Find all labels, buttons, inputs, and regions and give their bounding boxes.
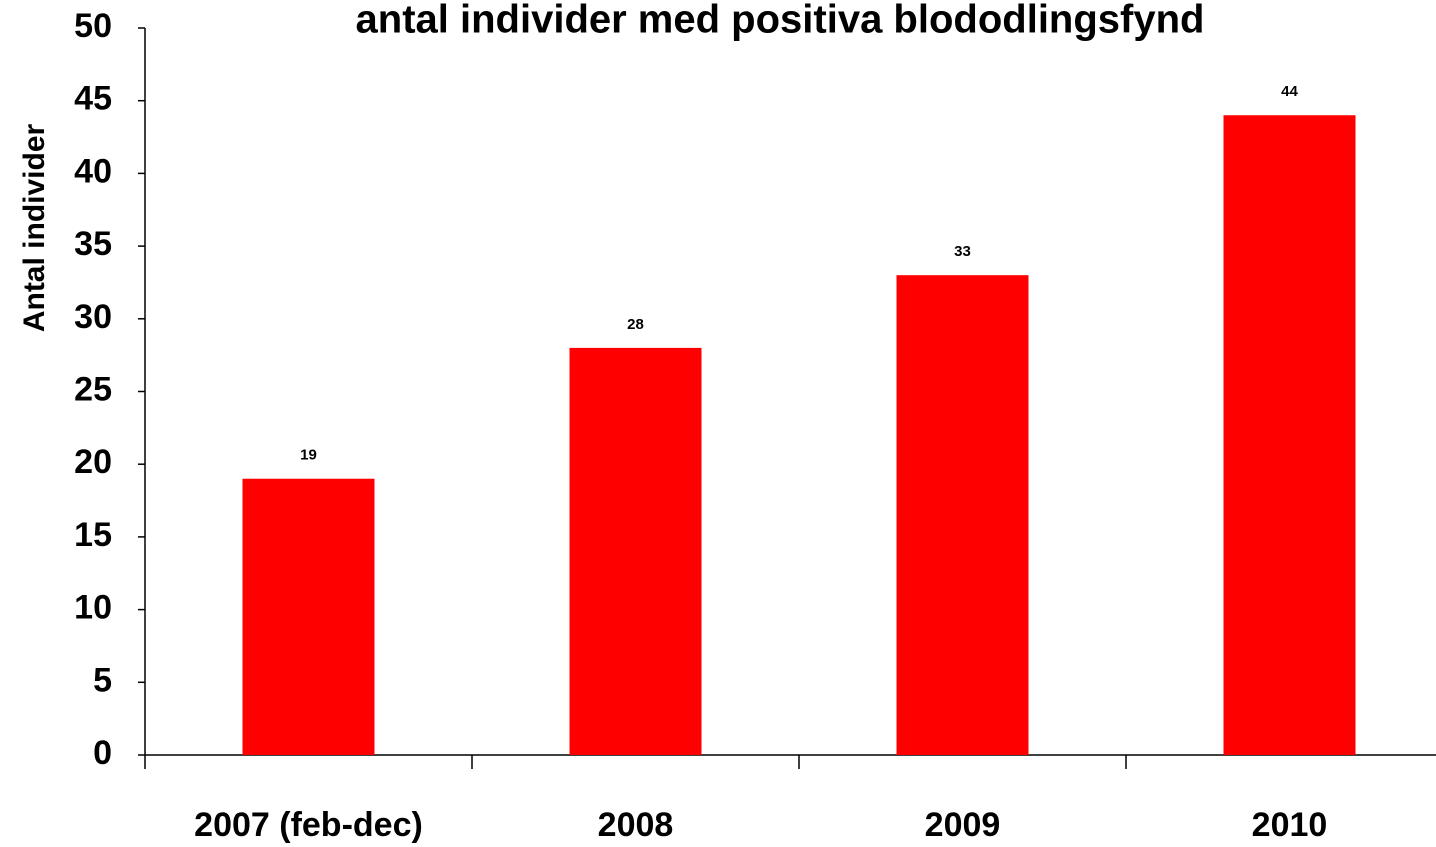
bar: [242, 478, 375, 755]
y-tick-label: 15: [74, 516, 112, 554]
y-tick-label: 50: [74, 7, 112, 45]
x-tick-label: 2008: [598, 806, 674, 844]
y-axis-label: Antal individer: [18, 123, 51, 332]
y-tick-label: 10: [74, 589, 112, 627]
y-tick-label: 35: [74, 225, 112, 263]
data-label: 19: [300, 447, 317, 464]
data-label: 33: [954, 243, 971, 260]
bar: [569, 347, 702, 755]
data-label: 28: [627, 316, 644, 333]
y-tick-label: 0: [93, 734, 112, 772]
y-tick-label: 45: [74, 80, 112, 118]
y-tick-label: 20: [74, 443, 112, 481]
chart-title: antal individer med positiva blododlings…: [356, 0, 1205, 42]
bar: [896, 275, 1029, 755]
x-tick-label: 2009: [925, 806, 1001, 844]
bar: [1223, 115, 1356, 756]
y-tick-label: 25: [74, 370, 112, 408]
y-tick-label: 40: [74, 152, 112, 190]
y-tick-label: 30: [74, 298, 112, 336]
y-tick-label: 5: [93, 661, 112, 699]
x-tick-label: 2007 (feb-dec): [194, 806, 423, 844]
data-label: 44: [1281, 83, 1298, 100]
x-tick-label: 2010: [1252, 806, 1328, 844]
